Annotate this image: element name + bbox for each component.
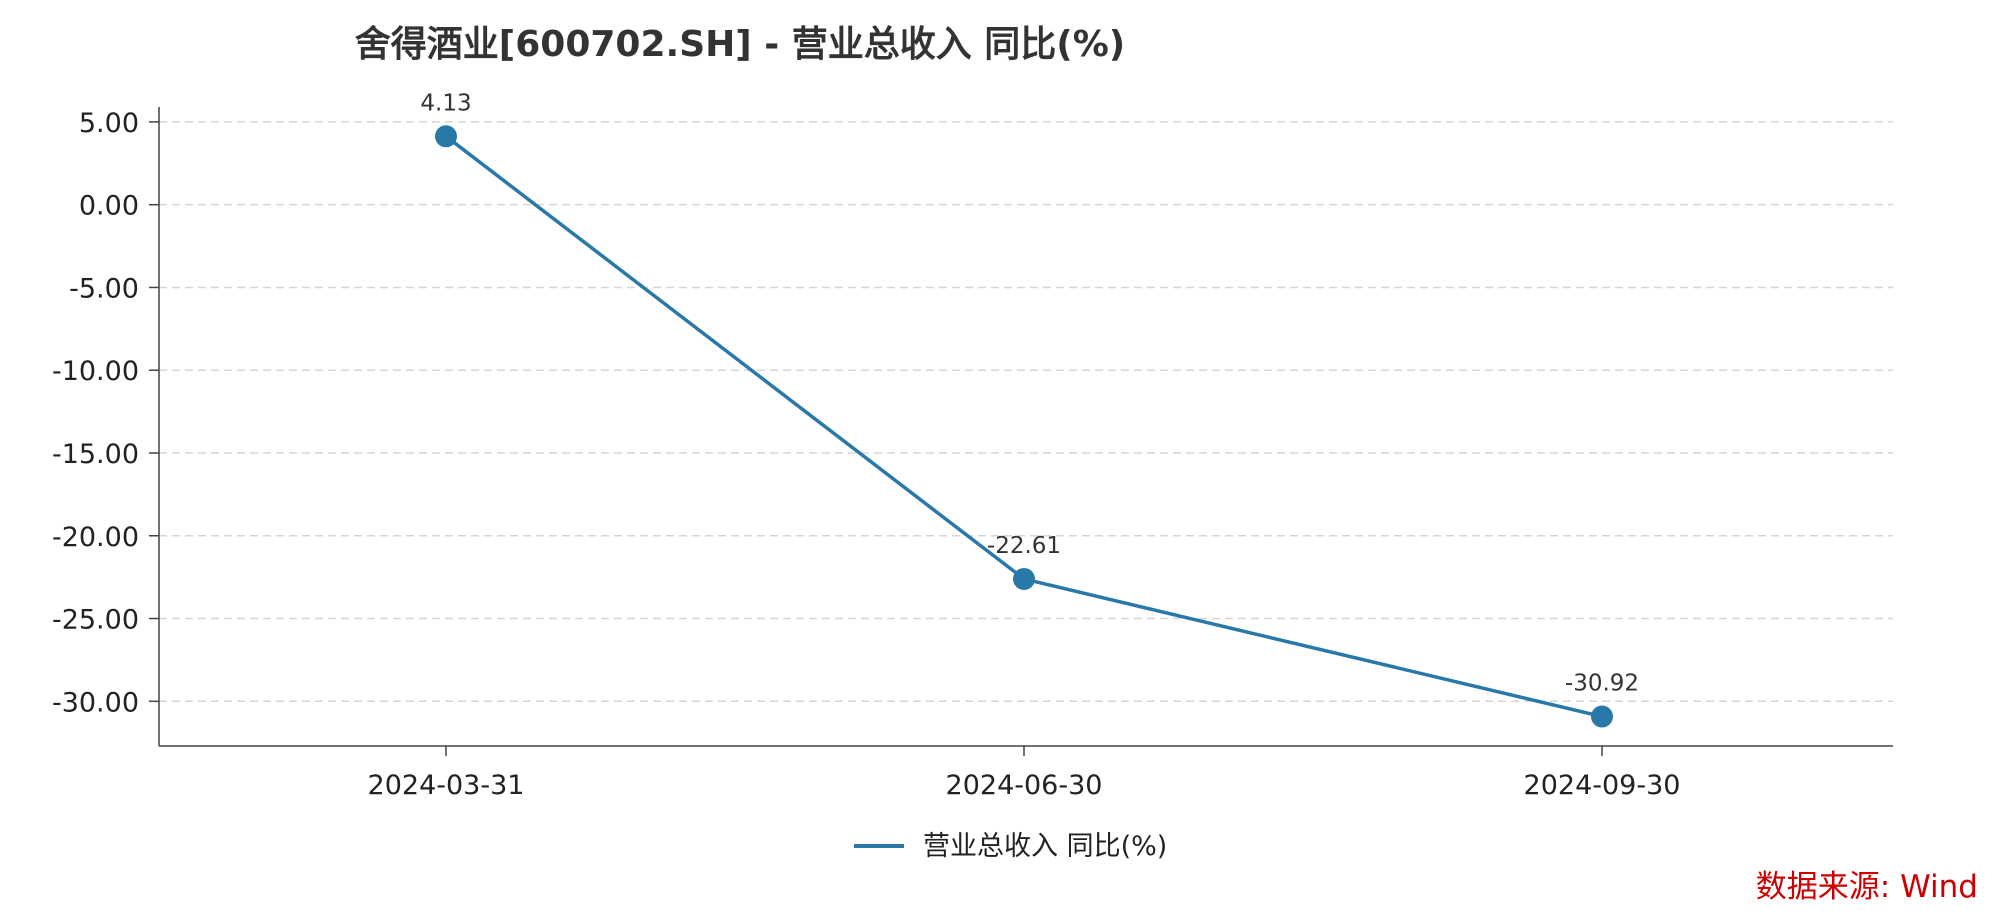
x-tick-label: 2024-03-31 — [368, 770, 525, 801]
y-tick-label: -30.00 — [52, 687, 139, 718]
y-tick-label: -20.00 — [52, 522, 139, 553]
data-point — [1591, 705, 1613, 728]
y-tick-label: 5.00 — [79, 108, 139, 139]
y-tick-label: -10.00 — [52, 356, 139, 387]
data-point — [435, 125, 457, 148]
y-tick-label: 0.00 — [79, 191, 139, 222]
data-label: -22.61 — [987, 533, 1061, 559]
data-source-note: 数据来源: Wind — [1756, 869, 1978, 905]
x-tick-label: 2024-06-30 — [946, 770, 1103, 801]
legend: 营业总收入 同比(%) — [854, 831, 1167, 862]
data-label: -30.92 — [1565, 671, 1639, 697]
series — [435, 125, 1613, 728]
series-line — [444, 134, 1604, 719]
y-axis-ticks: 5.00 0.00 -5.00 -10.00 -15.00 -20.00 -25.00 -30… — [52, 108, 159, 718]
x-tick-label: 2024-09-30 — [1524, 770, 1681, 801]
y-tick-label: -25.00 — [52, 605, 139, 636]
y-tick-label: -15.00 — [52, 439, 139, 470]
y-tick-label: -5.00 — [69, 273, 139, 304]
axes — [158, 107, 1893, 747]
data-point — [1013, 567, 1035, 590]
chart-title: 舍得酒业[600702.SH] - 营业总收入 同比(%) — [355, 24, 1125, 65]
data-labels: 4.13 -22.61 -30.92 — [420, 90, 1639, 696]
data-label: 4.13 — [420, 90, 471, 116]
legend-label: 营业总收入 同比(%) — [923, 831, 1167, 862]
x-axis-ticks: 2024-03-31 2024-06-30 2024-09-30 — [368, 746, 1681, 801]
gridlines — [159, 121, 1893, 703]
